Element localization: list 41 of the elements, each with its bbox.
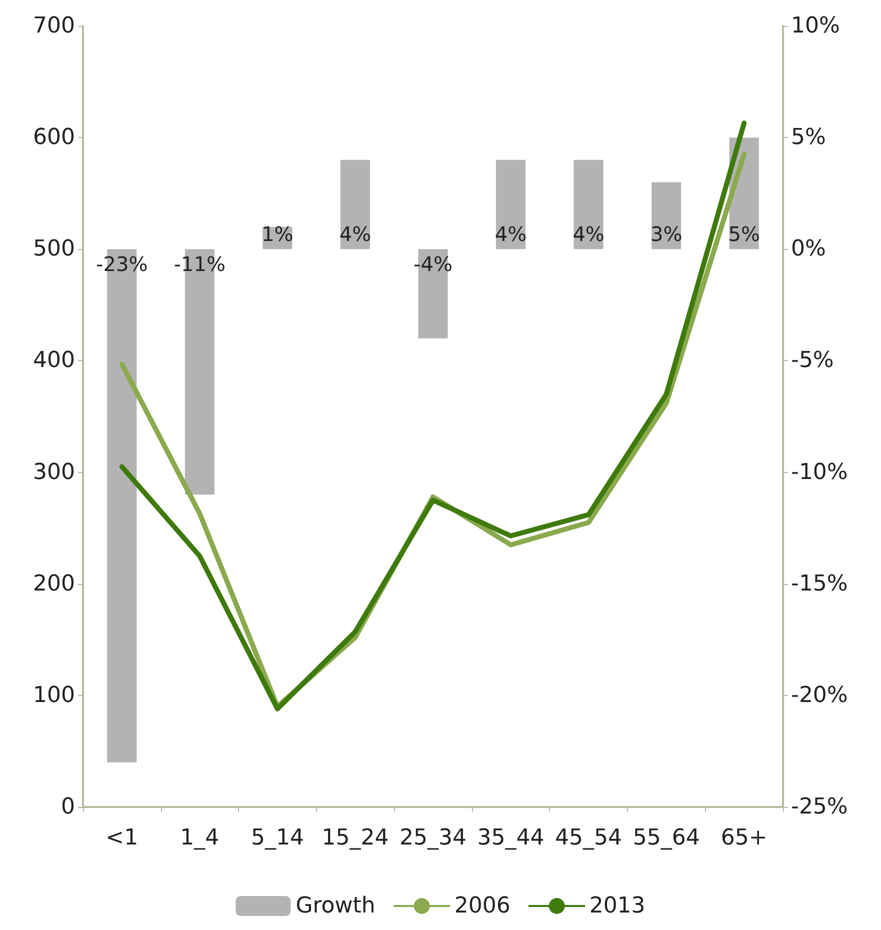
y2-tick-label: 10% [791,14,840,38]
y-tick-label: 300 [33,460,75,485]
bar [652,182,682,250]
data-label: -23% [96,252,148,276]
x-tick-label: <1 [106,826,138,850]
x-tick-label: 65+ [720,826,768,850]
data-label: -11% [174,252,226,276]
x-tick-label: 55_64 [632,826,700,850]
y2-tick-label: 0% [791,236,826,262]
x-tick-label: 45_54 [555,826,622,850]
y-tick-label: 0 [61,794,75,820]
legend-label: Growth [296,894,376,918]
y-tick-label: 200 [33,571,75,596]
x-tick-label: 15_24 [322,826,389,850]
y2-tick-label: -15% [791,571,848,596]
y-tick-label: 500 [33,236,75,262]
y-tick-label: 100 [33,682,75,708]
bar [574,160,604,250]
x-tick-label: 5_14 [250,826,304,850]
data-label: 4% [494,222,527,246]
y-tick-label: 400 [33,348,75,374]
data-label: 1% [262,222,294,246]
data-label: 4% [339,222,372,246]
data-label: 5% [728,222,760,246]
y-tick-label: 700 [33,14,75,38]
data-label: 3% [650,222,682,246]
x-tick-label: 1_4 [180,826,220,850]
y-tick-label: 600 [33,125,75,150]
y2-tick-label: 5% [791,125,826,150]
y2-tick-label: -5% [791,348,834,374]
legend-label: 2013 [589,894,646,918]
y2-tick-label: -10% [791,460,848,485]
y2-tick-label: -25% [791,794,848,820]
y2-tick-label: -20% [791,682,848,708]
x-tick-label: 25_34 [400,826,466,850]
data-label: 4% [572,222,604,246]
data-label: -4% [414,252,452,276]
x-tick-label: 35_44 [477,826,544,850]
bar [496,160,526,250]
bar [340,160,370,250]
legend-label: 2006 [454,894,510,918]
